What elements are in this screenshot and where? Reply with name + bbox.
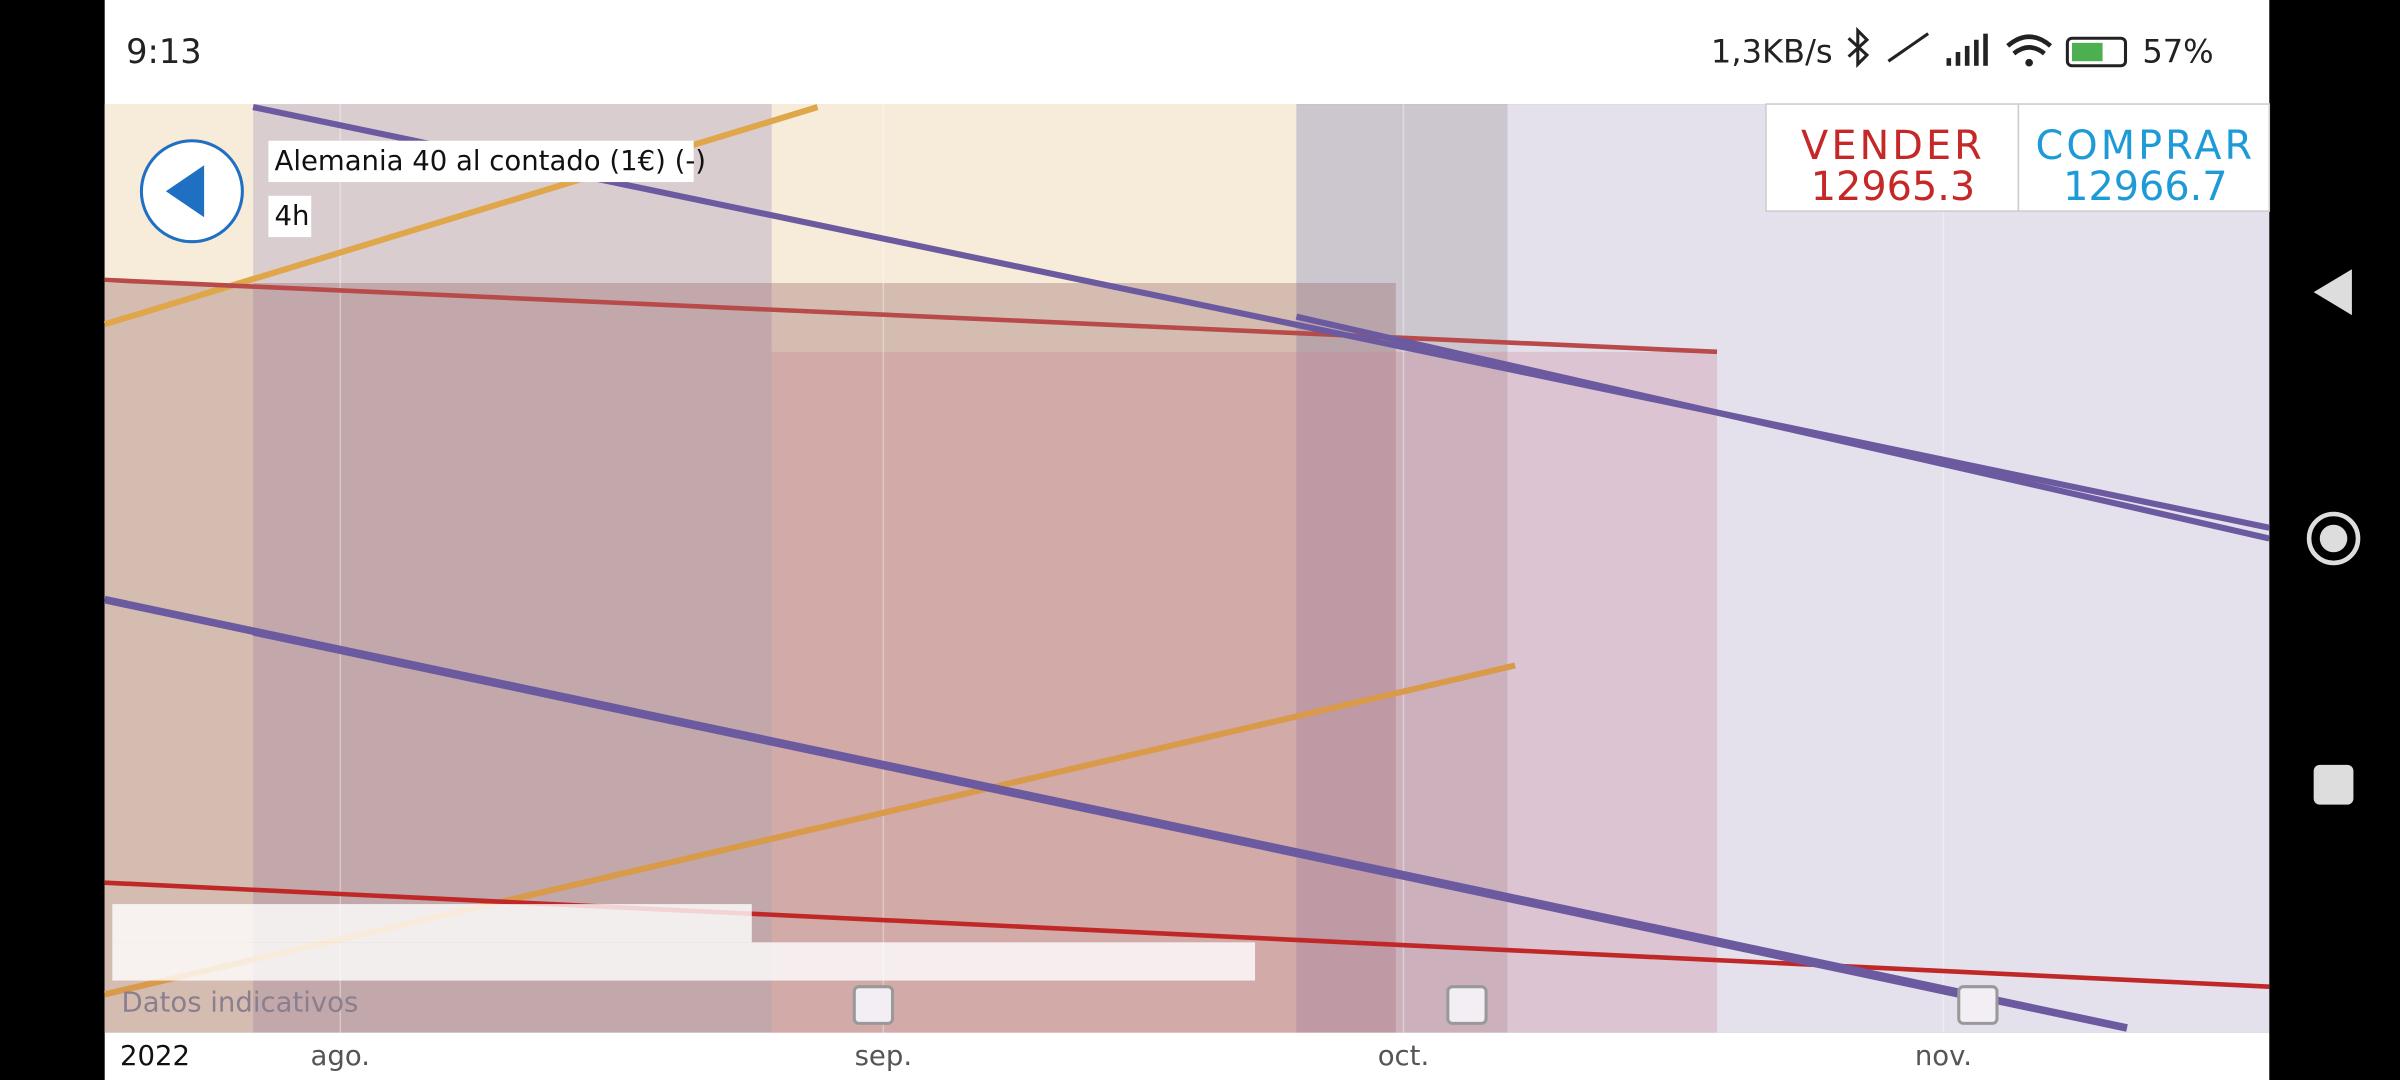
stats-row-bg xyxy=(112,942,1256,981)
footer-note: Datos indicativos xyxy=(122,987,359,1019)
chart-background xyxy=(104,104,2270,1033)
back-arrow[interactable] xyxy=(165,165,205,218)
nav-home-dot xyxy=(2319,524,2348,553)
x-tick-label: nov. xyxy=(1915,1040,1972,1072)
sell-price[interactable]: 12965.3 xyxy=(1811,164,1975,210)
x-tick-label: 2022 xyxy=(120,1040,190,1072)
sell-label[interactable]: VENDER xyxy=(1801,123,1985,169)
clock: 9:13 xyxy=(126,32,202,71)
x-tick-label: ago. xyxy=(311,1040,370,1072)
timeframe[interactable]: 4h xyxy=(275,200,310,232)
nav-home[interactable] xyxy=(2306,511,2361,566)
stats-row-bg xyxy=(112,904,752,943)
instrument-box xyxy=(268,140,694,183)
nav-bar[interactable] xyxy=(2306,269,2361,805)
network-speed: 1,3KB/s xyxy=(1711,33,1833,71)
back-button[interactable] xyxy=(139,139,244,244)
timeframe-box xyxy=(268,195,312,238)
instrument-name: Alemania 40 al contado (1€) (-) xyxy=(275,145,706,177)
nav-recents[interactable] xyxy=(2313,764,2354,805)
battery: 57% xyxy=(2142,33,2213,71)
buy-button[interactable]: COMPRAR 12966.7 xyxy=(2017,103,2271,212)
sell-button[interactable]: VENDER 12965.3 xyxy=(1765,103,2020,212)
status-bar xyxy=(104,0,2270,105)
buy-label[interactable]: COMPRAR xyxy=(2036,123,2256,169)
x-tick-label: sep. xyxy=(855,1040,912,1072)
buy-price[interactable]: 12966.7 xyxy=(2063,164,2227,210)
x-axis-bar xyxy=(104,1032,2270,1080)
status-icons xyxy=(1847,26,2128,68)
x-tick-label: oct. xyxy=(1378,1040,1430,1072)
nav-back[interactable] xyxy=(2313,269,2352,316)
event-icons[interactable] xyxy=(852,985,1999,1025)
